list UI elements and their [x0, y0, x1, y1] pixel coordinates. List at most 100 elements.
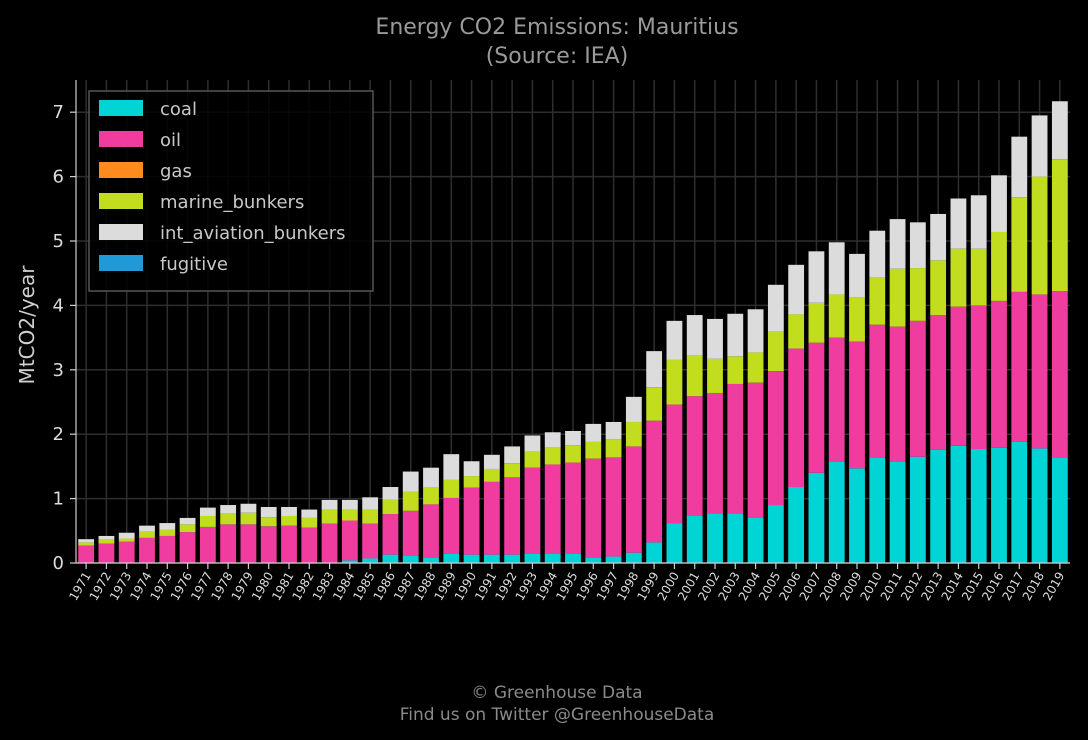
- bar-segment-int_aviation_bunkers-1983: [321, 499, 338, 510]
- bar-segment-int_aviation_bunkers-1973: [118, 532, 135, 539]
- legend-swatch-oil: [99, 131, 143, 147]
- bar-segment-marine_bunkers-1973: [118, 538, 135, 542]
- bar-segment-marine_bunkers-1978: [220, 513, 237, 525]
- bar-segment-marine_bunkers-1983: [321, 509, 338, 524]
- bar-segment-oil-1990: [463, 487, 480, 555]
- bar-segment-marine_bunkers-1995: [565, 445, 581, 463]
- bar-segment-int_aviation_bunkers-1989: [443, 454, 460, 480]
- bar-segment-oil-2017: [1011, 291, 1028, 442]
- bar-segment-marine_bunkers-1971: [78, 542, 95, 546]
- bar-segment-oil-2014: [950, 306, 967, 446]
- bar-segment-marine_bunkers-2005: [767, 331, 784, 372]
- bar-segment-coal-2014: [950, 445, 967, 563]
- bar-segment-marine_bunkers-1974: [139, 531, 155, 538]
- bar-segment-oil-2005: [767, 371, 784, 506]
- bar-segment-int_aviation_bunkers-1984: [341, 499, 358, 510]
- bar-segment-oil-2006: [788, 348, 805, 488]
- y-tick-label: 0: [53, 553, 64, 574]
- bar-segment-int_aviation_bunkers-1996: [585, 423, 602, 442]
- bar-segment-marine_bunkers-1989: [443, 479, 460, 498]
- bar-segment-coal-2007: [808, 472, 825, 563]
- bar-segment-marine_bunkers-2015: [970, 248, 987, 306]
- y-tick-label: 7: [53, 102, 64, 123]
- bar-segment-coal-1994: [544, 553, 561, 563]
- legend: coal oil gas marine_bunkers int_aviation_bun…: [88, 90, 374, 292]
- bar-segment-int_aviation_bunkers-2007: [808, 251, 825, 303]
- y-tick-label: 2: [53, 424, 64, 445]
- legend-swatch-fugitive: [99, 255, 143, 271]
- footer-twitter: Find us on Twitter @GreenhouseData: [400, 705, 715, 725]
- bar-segment-int_aviation_bunkers-1992: [504, 446, 521, 464]
- bar-segment-int_aviation_bunkers-1982: [301, 509, 318, 518]
- bar-segment-oil-2002: [707, 392, 723, 514]
- bar-segment-marine_bunkers-1979: [240, 512, 257, 525]
- bar-segment-int_aviation_bunkers-2019: [1051, 101, 1068, 160]
- bar-segment-coal-2010: [869, 457, 886, 563]
- bar-segment-oil-1984: [341, 520, 358, 561]
- chart-title: Energy CO2 Emissions: Mauritius: [375, 15, 738, 40]
- bar-segment-coal-2018: [1031, 448, 1048, 563]
- bar-segment-oil-2011: [889, 326, 906, 462]
- bar-segment-int_aviation_bunkers-2017: [1011, 136, 1028, 198]
- bar-segment-coal-2005: [767, 505, 784, 563]
- bar-segment-marine_bunkers-2013: [930, 260, 947, 316]
- bar-segment-coal-2019: [1051, 457, 1068, 563]
- bar-segment-oil-1979: [240, 524, 257, 563]
- bar-segment-oil-1975: [159, 535, 176, 563]
- bar-segment-marine_bunkers-2016: [991, 231, 1007, 301]
- bar-segment-coal-1985: [362, 558, 379, 563]
- bar-segment-marine_bunkers-2014: [950, 248, 967, 307]
- y-tick-label: 4: [53, 295, 64, 316]
- bar-segment-marine_bunkers-2019: [1051, 159, 1068, 292]
- bar-segment-int_aviation_bunkers-2000: [666, 320, 683, 360]
- bar-segment-oil-1993: [524, 467, 541, 554]
- bar-segment-coal-1993: [524, 553, 541, 563]
- bar-segment-oil-1997: [605, 457, 622, 557]
- bar-segment-coal-1986: [382, 554, 399, 563]
- bar-segment-marine_bunkers-1972: [98, 539, 115, 544]
- bar-segment-oil-1977: [199, 526, 216, 563]
- bar-segment-int_aviation_bunkers-1972: [98, 535, 115, 540]
- bar-segment-int_aviation_bunkers-1981: [281, 506, 297, 516]
- bar-segment-oil-2000: [666, 404, 683, 524]
- bar-segment-int_aviation_bunkers-1971: [78, 539, 95, 543]
- bar-segment-coal-2001: [686, 515, 703, 563]
- legend-label-marine_bunkers: marine_bunkers: [160, 192, 304, 213]
- bar-segment-int_aviation_bunkers-2009: [849, 253, 865, 298]
- bar-segment-int_aviation_bunkers-2013: [930, 213, 947, 261]
- bar-segment-coal-2000: [666, 523, 683, 563]
- bar-segment-marine_bunkers-2000: [666, 359, 683, 405]
- bar-segment-coal-2013: [930, 449, 947, 563]
- bar-segment-oil-2012: [909, 320, 926, 457]
- bar-segment-coal-2008: [828, 461, 845, 563]
- bar-segment-oil-1998: [625, 446, 642, 553]
- bar-segment-marine_bunkers-2011: [889, 268, 906, 327]
- bar-segment-int_aviation_bunkers-2018: [1031, 115, 1048, 177]
- bar-segment-oil-1974: [139, 537, 155, 563]
- bar-segment-oil-1972: [98, 543, 115, 563]
- bar-segment-coal-1989: [443, 553, 460, 563]
- legend-label-gas: gas: [160, 161, 192, 182]
- bar-segment-coal-2017: [1011, 441, 1028, 563]
- bar-segment-oil-1991: [483, 481, 500, 555]
- legend-swatch-coal: [99, 100, 143, 116]
- bar-segment-oil-1983: [321, 523, 338, 563]
- bar-segment-int_aviation_bunkers-2005: [767, 284, 784, 332]
- bar-segment-int_aviation_bunkers-2004: [747, 309, 764, 353]
- bar-segment-int_aviation_bunkers-1978: [220, 505, 237, 514]
- bar-segment-oil-2013: [930, 315, 947, 450]
- bar-segment-oil-2009: [849, 341, 865, 469]
- legend-swatch-gas: [99, 162, 143, 178]
- bar-segment-int_aviation_bunkers-2002: [707, 318, 723, 359]
- y-tick-label: 3: [53, 360, 64, 381]
- bar-segment-marine_bunkers-1985: [362, 509, 379, 524]
- bar-segment-int_aviation_bunkers-2014: [950, 198, 967, 249]
- bar-segment-oil-2004: [747, 382, 764, 518]
- bar-segment-int_aviation_bunkers-1979: [240, 503, 257, 513]
- bar-segment-marine_bunkers-1984: [341, 509, 358, 521]
- bar-segment-marine_bunkers-2009: [849, 297, 865, 342]
- bar-segment-coal-1987: [402, 555, 419, 563]
- bar-segment-oil-1976: [179, 532, 196, 563]
- bar-segment-oil-1988: [423, 504, 439, 558]
